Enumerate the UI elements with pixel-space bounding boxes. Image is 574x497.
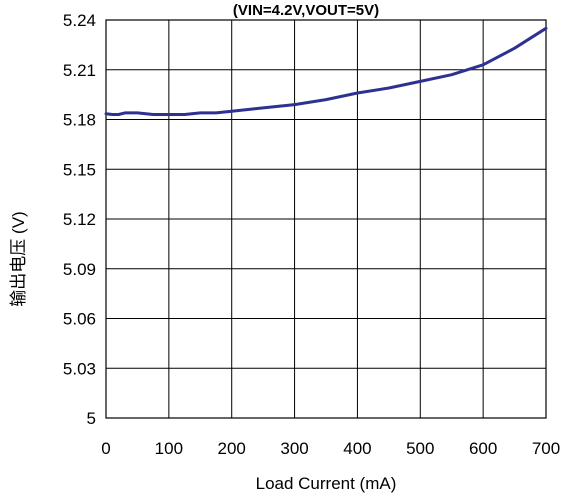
series-line [104, 26, 548, 116]
x-tick-label: 400 [343, 439, 371, 458]
y-tick-labels: 5.24 5.21 5.18 5.15 5.12 5.09 5.06 5.03 5 [63, 11, 96, 428]
x-axis-title: Load Current (mA) [256, 474, 397, 493]
y-tick-label: 5.09 [63, 260, 96, 279]
x-tick-label: 700 [532, 439, 560, 458]
y-tick-label: 5.03 [63, 359, 96, 378]
x-tick-labels: 0 100 200 300 400 500 600 700 [101, 439, 560, 458]
y-tick-label: 5.15 [63, 160, 96, 179]
grid-lines [105, 19, 547, 419]
x-tick-label: 500 [406, 439, 434, 458]
plot-frame [105, 19, 547, 419]
x-tick-label: 600 [469, 439, 497, 458]
y-tick-label: 5.12 [63, 210, 96, 229]
y-axis-title: 输出电压 (V) [9, 211, 28, 306]
y-tick-label: 5.18 [63, 111, 96, 130]
y-tick-label: 5 [87, 409, 96, 428]
x-tick-label: 0 [101, 439, 110, 458]
x-tick-label: 100 [155, 439, 183, 458]
x-tick-label: 300 [280, 439, 308, 458]
x-tick-label: 200 [218, 439, 246, 458]
series-layer [104, 26, 548, 116]
chart-title: (VIN=4.2V,VOUT=5V) [233, 2, 379, 19]
y-tick-label: 5.06 [63, 310, 96, 329]
y-tick-label: 5.21 [63, 61, 96, 80]
y-tick-label: 5.24 [63, 11, 96, 30]
